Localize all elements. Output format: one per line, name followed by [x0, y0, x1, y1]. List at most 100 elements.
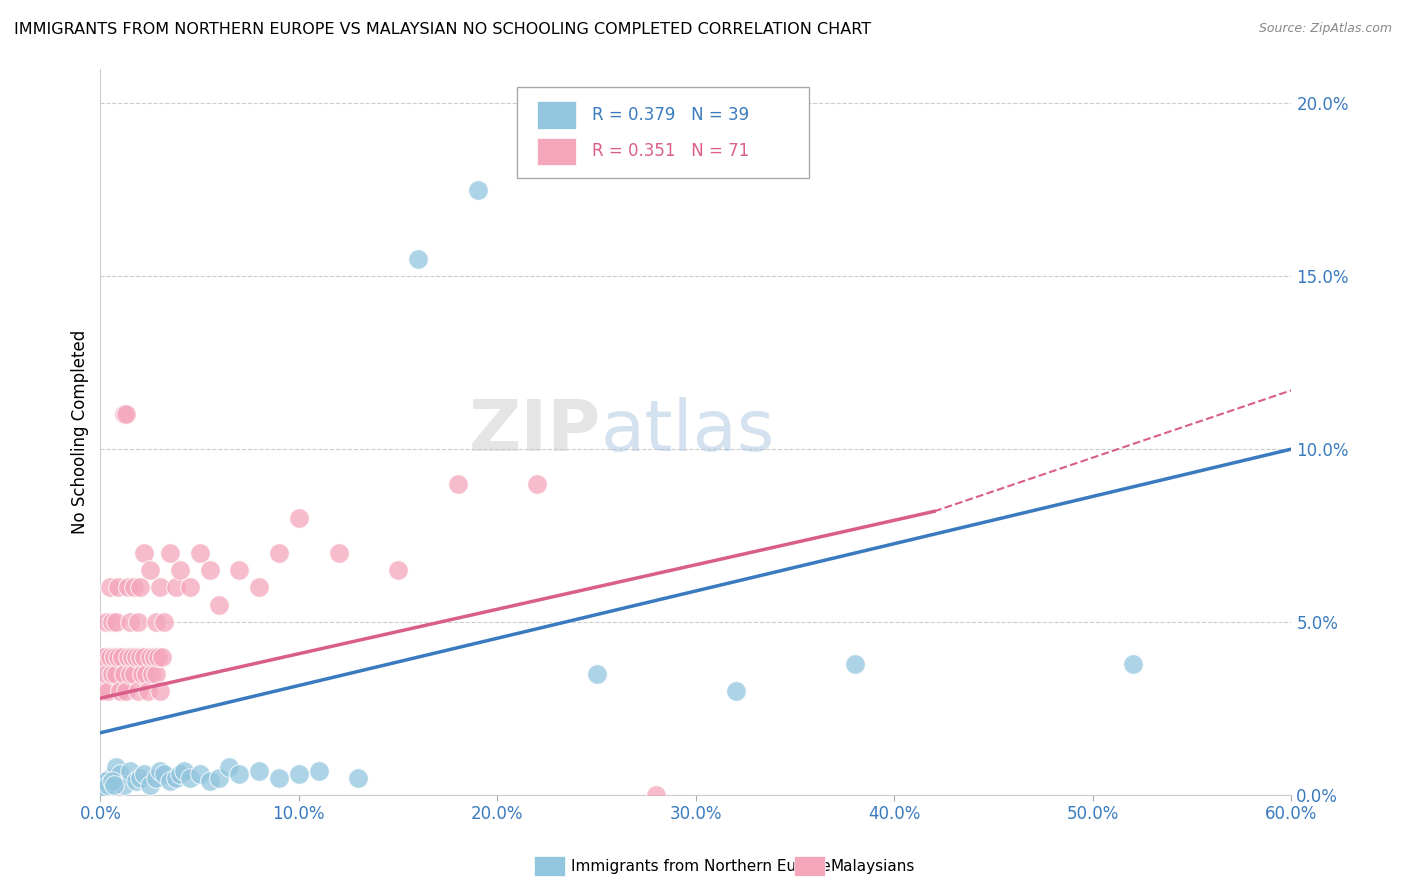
Point	[98, 581, 121, 595]
Point	[179, 771, 201, 785]
Point	[247, 764, 270, 778]
Point	[149, 684, 172, 698]
Point	[139, 649, 162, 664]
Point	[122, 581, 145, 595]
Point	[98, 771, 121, 785]
Point	[844, 657, 866, 671]
Point	[132, 649, 155, 664]
Y-axis label: No Schooling Completed: No Schooling Completed	[72, 330, 89, 534]
Point	[96, 774, 118, 789]
Point	[288, 511, 311, 525]
Point	[135, 667, 157, 681]
Point	[97, 649, 120, 664]
Point	[97, 684, 120, 698]
Point	[101, 667, 124, 681]
Point	[120, 667, 142, 681]
Point	[179, 581, 201, 595]
Point	[132, 767, 155, 781]
Point	[93, 649, 115, 664]
Point	[101, 774, 124, 789]
Point	[125, 649, 148, 664]
Point	[108, 649, 131, 664]
Point	[308, 764, 330, 778]
Point	[105, 615, 128, 629]
Point	[228, 767, 250, 781]
Point	[145, 771, 167, 785]
Point	[108, 767, 131, 781]
Bar	[537, 101, 575, 128]
Point	[120, 615, 142, 629]
Point	[198, 774, 221, 789]
Point	[129, 771, 152, 785]
Point	[165, 771, 187, 785]
Point	[117, 649, 139, 664]
Point	[159, 546, 181, 560]
Point	[105, 667, 128, 681]
Point	[98, 649, 121, 664]
Point	[526, 476, 548, 491]
Point	[139, 778, 162, 792]
Point	[406, 252, 429, 266]
FancyBboxPatch shape	[517, 87, 808, 178]
Point	[91, 778, 114, 792]
Point	[467, 183, 489, 197]
Point	[101, 615, 124, 629]
Point	[107, 581, 129, 595]
Text: R = 0.379   N = 39: R = 0.379 N = 39	[592, 106, 749, 124]
Point	[125, 649, 148, 664]
Point	[103, 649, 125, 664]
Point	[145, 667, 167, 681]
Point	[447, 476, 470, 491]
Point	[169, 563, 191, 577]
Point	[96, 615, 118, 629]
Text: Immigrants from Northern Europe: Immigrants from Northern Europe	[571, 859, 831, 873]
Point	[136, 684, 159, 698]
Point	[267, 771, 290, 785]
Point	[132, 546, 155, 560]
Point	[131, 667, 153, 681]
Bar	[537, 137, 575, 165]
Point	[121, 649, 143, 664]
Point	[111, 684, 134, 698]
Point	[115, 684, 138, 698]
Point	[129, 581, 152, 595]
Point	[188, 767, 211, 781]
Point	[153, 767, 176, 781]
Point	[724, 684, 747, 698]
Point	[218, 760, 240, 774]
Point	[645, 788, 668, 802]
Text: atlas: atlas	[600, 397, 775, 467]
Point	[267, 546, 290, 560]
Point	[125, 774, 148, 789]
Point	[347, 771, 370, 785]
Point	[188, 546, 211, 560]
Text: Source: ZipAtlas.com: Source: ZipAtlas.com	[1258, 22, 1392, 36]
Point	[112, 408, 135, 422]
Point	[127, 615, 149, 629]
Point	[115, 408, 138, 422]
Point	[117, 581, 139, 595]
Point	[112, 667, 135, 681]
Point	[1122, 657, 1144, 671]
Point	[146, 649, 169, 664]
Point	[141, 667, 163, 681]
Point	[96, 667, 118, 681]
Point	[387, 563, 409, 577]
Point	[173, 764, 195, 778]
Point	[112, 778, 135, 792]
Point	[169, 767, 191, 781]
Point	[145, 615, 167, 629]
Text: IMMIGRANTS FROM NORTHERN EUROPE VS MALAYSIAN NO SCHOOLING COMPLETED CORRELATION : IMMIGRANTS FROM NORTHERN EUROPE VS MALAY…	[14, 22, 872, 37]
Point	[103, 778, 125, 792]
Text: Malaysians: Malaysians	[831, 859, 915, 873]
Point	[328, 546, 350, 560]
Point	[159, 774, 181, 789]
Point	[198, 563, 221, 577]
Point	[153, 615, 176, 629]
Point	[288, 767, 311, 781]
Point	[149, 764, 172, 778]
Point	[107, 649, 129, 664]
Point	[93, 781, 115, 796]
Point	[247, 581, 270, 595]
Point	[122, 667, 145, 681]
